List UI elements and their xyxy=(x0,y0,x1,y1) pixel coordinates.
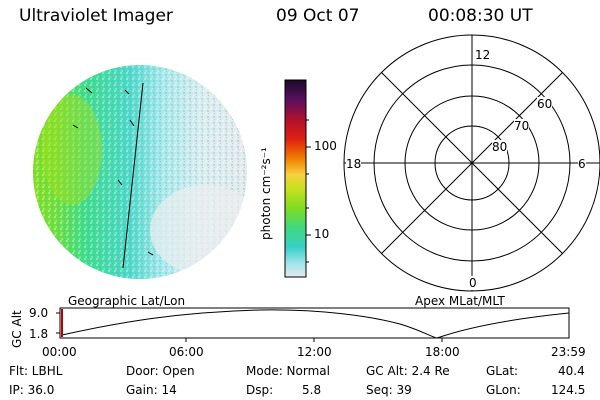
altitude-ylabel: GC Alt xyxy=(10,310,24,348)
lat-label-60: 60 xyxy=(537,97,553,111)
gain-status: Gain: 14 xyxy=(126,383,177,397)
lat-label-80: 80 xyxy=(492,140,508,154)
colorbar-tick-100: 100 xyxy=(314,139,337,153)
time-tick-0000: 00:00 xyxy=(42,345,77,359)
mode-status: Mode: Normal xyxy=(246,364,330,378)
door-status: Door: Open xyxy=(126,364,195,378)
seq-status: Seq: 39 xyxy=(366,383,412,397)
lat-label-70: 70 xyxy=(514,119,530,133)
time-tick-1800: 18:00 xyxy=(425,345,460,359)
time-tick-0600: 06:00 xyxy=(169,345,204,359)
glat-label: GLat: xyxy=(486,364,519,378)
time-tick-1200: 12:00 xyxy=(297,345,332,359)
observation-date: 09 Oct 07 xyxy=(276,6,360,26)
dsp-label: Dsp: xyxy=(246,383,274,397)
glon-value: 124.5 xyxy=(551,383,586,397)
time-tick-2359: 23:59 xyxy=(551,345,586,359)
apex-caption: Apex MLat/MLT xyxy=(415,294,505,308)
dsp-value: 5.8 xyxy=(302,383,322,397)
filter-status: Flt: LBHL xyxy=(9,364,63,378)
altitude-ytick-max: 9.0 xyxy=(29,306,49,320)
geographic-caption: Geographic Lat/Lon xyxy=(68,294,186,308)
mlt-label-18: 18 xyxy=(346,157,362,171)
observation-time: 00:08:30 UT xyxy=(428,6,533,26)
glat-value: 40.4 xyxy=(558,364,585,378)
mlt-label-0: 0 xyxy=(469,276,477,290)
colorbar-tick-10: 10 xyxy=(314,227,330,241)
glon-label: GLon: xyxy=(486,383,521,397)
gc-alt-status: GC Alt: 2.4 Re xyxy=(366,364,450,378)
instrument-title: Ultraviolet Imager xyxy=(19,6,173,26)
mlt-label-6: 6 xyxy=(578,157,586,171)
mlt-label-12: 12 xyxy=(475,48,491,62)
ip-status: IP: 36.0 xyxy=(9,383,55,397)
altitude-ytick-min: 1.8 xyxy=(29,327,49,341)
